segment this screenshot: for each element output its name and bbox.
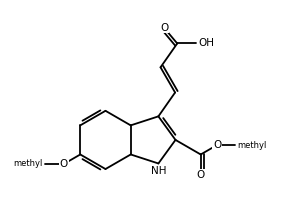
Text: methyl: methyl: [237, 141, 267, 150]
Text: NH: NH: [151, 166, 166, 176]
Text: OH: OH: [198, 38, 214, 48]
Text: O: O: [160, 23, 168, 33]
Text: O: O: [196, 170, 205, 180]
Text: O: O: [60, 159, 68, 169]
Text: O: O: [213, 140, 221, 150]
Text: methyl: methyl: [13, 160, 42, 168]
